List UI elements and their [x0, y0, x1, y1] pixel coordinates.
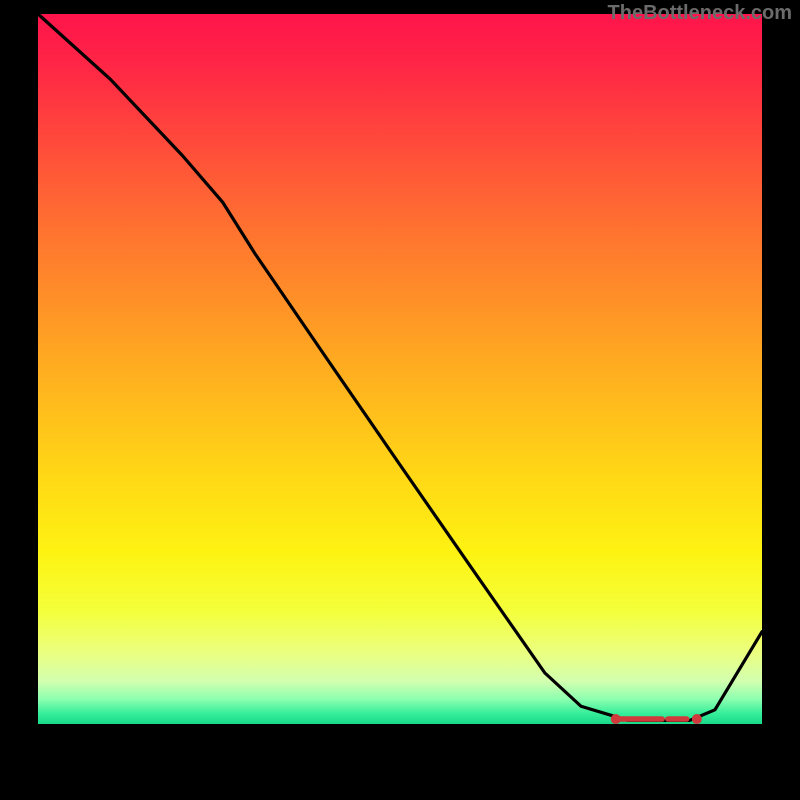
chart-container: { "watermark": { "text": "TheBottleneck.… [0, 0, 800, 800]
optimal-range-endpoint [692, 714, 702, 724]
gradient-plot-area [38, 14, 762, 724]
watermark-text: TheBottleneck.com [608, 2, 792, 25]
bottleneck-chart [0, 0, 800, 800]
optimal-range-endpoint [611, 714, 621, 724]
